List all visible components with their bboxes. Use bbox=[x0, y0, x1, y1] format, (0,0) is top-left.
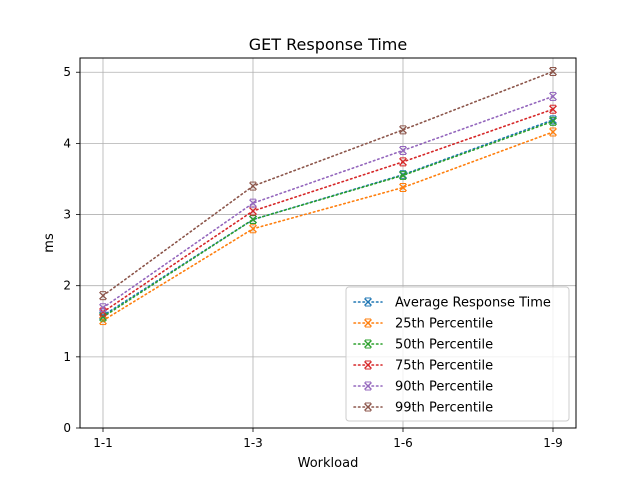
plot-frame bbox=[79, 57, 577, 429]
data-point bbox=[399, 157, 407, 167]
legend-item: 50th Percentile bbox=[353, 338, 493, 353]
x-axis-label: Workload bbox=[298, 456, 359, 471]
series-line bbox=[102, 70, 554, 297]
legend: Average Response Time 25th Percentile 50th… bbox=[345, 286, 570, 422]
y-tick-label: 5 bbox=[63, 65, 71, 79]
x-tick-label: 1-6 bbox=[393, 436, 413, 450]
data-point bbox=[399, 146, 407, 155]
data-point bbox=[549, 127, 557, 137]
data-point bbox=[549, 91, 557, 101]
legend-item: 25th Percentile bbox=[353, 317, 493, 332]
series-line bbox=[102, 131, 554, 322]
legend-label: 90th Percentile bbox=[395, 380, 493, 395]
y-tick-label: 2 bbox=[63, 279, 71, 293]
data-point bbox=[249, 206, 257, 216]
series-6 bbox=[99, 67, 557, 301]
data-point bbox=[549, 67, 557, 77]
legend-marker bbox=[364, 297, 372, 307]
legend-label: 25th Percentile bbox=[395, 317, 493, 332]
legend-label: 75th Percentile bbox=[395, 359, 493, 374]
legend-item: 90th Percentile bbox=[353, 380, 493, 395]
y-tick-label: 4 bbox=[63, 136, 71, 150]
legend-marker bbox=[364, 339, 372, 349]
data-point bbox=[399, 183, 407, 192]
x-tick-label: 1-3 bbox=[243, 436, 263, 450]
legend-label: Average Response Time bbox=[395, 296, 551, 311]
series-line bbox=[102, 108, 554, 313]
series-line bbox=[102, 95, 554, 309]
x-tick-label: 1-1 bbox=[93, 436, 113, 450]
data-point bbox=[99, 303, 107, 313]
data-point bbox=[249, 181, 257, 191]
data-point bbox=[399, 170, 407, 180]
series-4 bbox=[99, 104, 557, 317]
data-point bbox=[99, 291, 107, 301]
axis-ticks: 1-1 1-3 1-6 1-9 0 1 2 3 4 5 bbox=[63, 65, 562, 450]
series-layer bbox=[99, 67, 557, 326]
data-point bbox=[549, 104, 557, 114]
legend-label: 99th Percentile bbox=[395, 401, 493, 416]
legend-label: 50th Percentile bbox=[395, 338, 493, 353]
legend-item: 75th Percentile bbox=[353, 359, 493, 374]
legend-marker bbox=[364, 402, 372, 412]
series-5 bbox=[99, 91, 557, 313]
x-tick-label: 1-9 bbox=[543, 436, 563, 450]
series-line bbox=[102, 119, 554, 317]
data-point bbox=[399, 125, 407, 135]
data-point bbox=[249, 198, 257, 208]
legend-item: 99th Percentile bbox=[353, 401, 493, 416]
y-tick-label: 1 bbox=[63, 350, 71, 364]
chart-title: GET Response Time bbox=[249, 35, 407, 54]
legend-box bbox=[345, 286, 570, 422]
y-axis-label: ms bbox=[42, 233, 57, 253]
legend-marker bbox=[364, 360, 372, 370]
y-tick-label: 0 bbox=[63, 421, 71, 435]
legend-marker bbox=[364, 318, 372, 328]
legend-marker bbox=[364, 381, 372, 391]
series-3 bbox=[99, 116, 557, 322]
data-point bbox=[249, 224, 257, 234]
legend-item: Average Response Time bbox=[353, 296, 551, 311]
y-tick-label: 3 bbox=[63, 208, 71, 222]
data-point bbox=[549, 116, 557, 126]
data-point bbox=[249, 215, 257, 225]
series-line bbox=[102, 120, 554, 318]
